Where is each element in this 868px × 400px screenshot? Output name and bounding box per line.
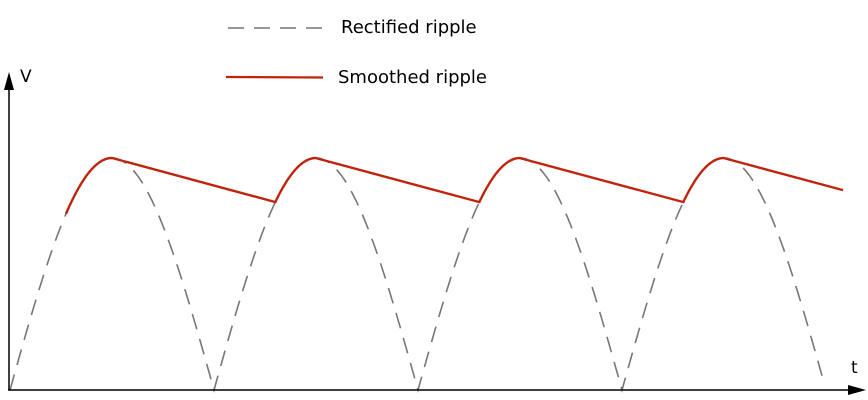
legend: Rectified ripple Smoothed ripple <box>225 17 487 88</box>
smoothed-ripple-curve <box>64 156 844 215</box>
curves-group <box>9 156 844 393</box>
y-axis-label: V <box>20 67 32 87</box>
y-axis-arrowhead <box>4 72 14 90</box>
legend-rectified-label: Rectified ripple <box>341 17 477 38</box>
axes: V t <box>4 67 866 395</box>
x-axis-label: t <box>851 358 858 378</box>
legend-smoothed-swatch <box>225 75 324 79</box>
x-axis-arrowhead <box>848 385 866 395</box>
rectified-ripple-curve <box>9 157 823 393</box>
legend-smoothed-label: Smoothed ripple <box>338 67 487 88</box>
